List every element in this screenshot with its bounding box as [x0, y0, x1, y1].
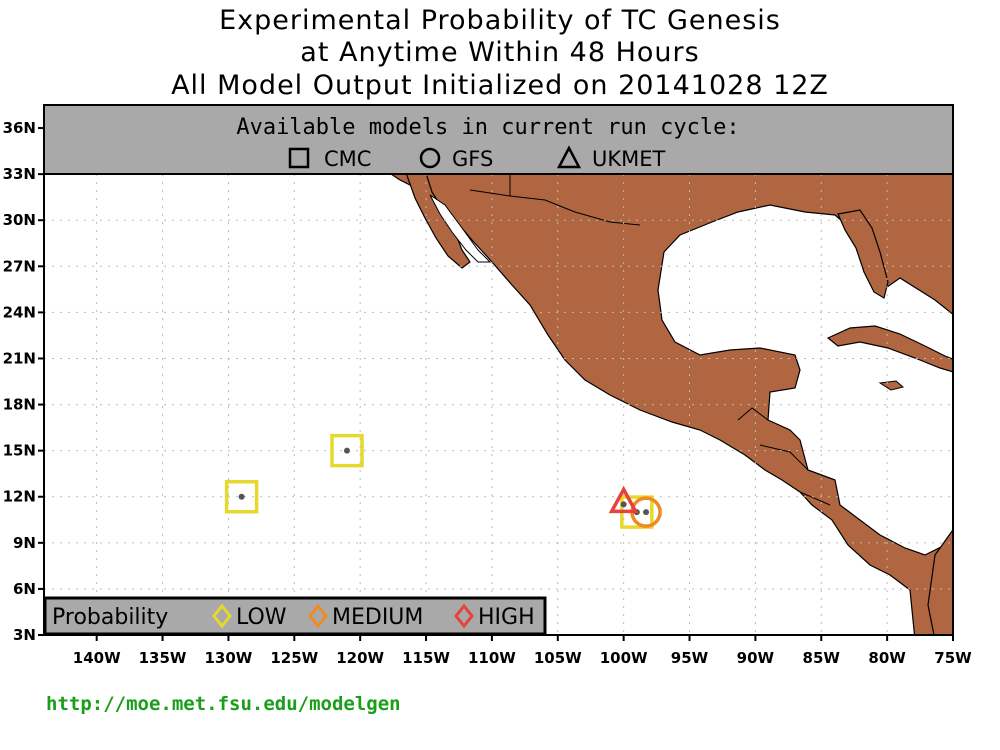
- land-north-america: [383, 169, 953, 635]
- models-box-background: [43, 104, 954, 175]
- diamond-low-icon: [212, 603, 232, 629]
- y-tick-label: 15N: [3, 442, 36, 460]
- square-icon: [288, 147, 310, 169]
- models-box-heading: Available models in current run cycle:: [236, 115, 739, 140]
- circle-icon: [419, 147, 441, 169]
- y-tick-label: 24N: [3, 303, 36, 321]
- center-dot: [238, 493, 245, 500]
- x-tick-label: 135W: [139, 649, 187, 667]
- marker-cmc-low: [330, 433, 364, 468]
- land-jamaica: [878, 380, 905, 391]
- y-tick-label: 12N: [3, 488, 36, 506]
- land-cuba: [826, 325, 953, 373]
- legend-label-medium: MEDIUM: [332, 605, 423, 630]
- x-tick-label: 125W: [270, 649, 318, 667]
- diamond-high-icon: [454, 603, 474, 629]
- probability-legend: Probability LOW MEDIUM HIGH: [43, 596, 547, 636]
- triangle-marker: [608, 485, 639, 514]
- x-tick-label: 100W: [600, 649, 648, 667]
- y-axis-ticks: 3N 6N 9N 12N 15N 18N 21N 24N 27N 30N 33N 36N: [3, 119, 44, 644]
- y-tick-label: 27N: [3, 257, 36, 275]
- y-tick-label: 21N: [3, 349, 36, 367]
- x-tick-label: 115W: [402, 649, 450, 667]
- y-tick-label: 9N: [13, 534, 36, 552]
- x-tick-label: 75W: [934, 649, 972, 667]
- marker-ukmet-high: [608, 485, 639, 514]
- x-tick-label: 120W: [336, 649, 384, 667]
- triangle-icon: [556, 145, 582, 169]
- x-axis-ticks: 140W 135W 130W 125W 120W 115W 110W 105W 100W 95W 9…: [73, 635, 972, 667]
- gridlines: [44, 173, 953, 635]
- model-label-cmc: CMC: [324, 147, 371, 171]
- legend-label-low: LOW: [236, 605, 287, 630]
- center-dot: [620, 501, 627, 508]
- y-tick-label: 3N: [13, 626, 36, 644]
- center-dot: [344, 447, 350, 454]
- x-tick-label: 85W: [803, 649, 841, 667]
- gulf-of-california: [429, 194, 492, 263]
- x-tick-label: 105W: [534, 649, 582, 667]
- title-line-2: at Anytime Within 48 Hours: [300, 37, 700, 68]
- square-marker: [224, 479, 259, 514]
- x-tick-label: 140W: [73, 649, 121, 667]
- x-tick-label: 95W: [671, 649, 709, 667]
- center-dot: [643, 509, 650, 516]
- marker-cmc-low: [224, 479, 259, 514]
- square-marker: [330, 433, 364, 468]
- x-tick-label: 80W: [868, 649, 906, 667]
- y-tick-label: 18N: [3, 396, 36, 414]
- footer-url-link[interactable]: http://moe.met.fsu.edu/modelgen: [46, 693, 401, 715]
- y-tick-label: 36N: [3, 119, 36, 137]
- legend-heading: Probability: [52, 605, 168, 630]
- land-florida: [837, 209, 889, 299]
- title-line-3: All Model Output Initialized on 20141028…: [171, 70, 829, 101]
- model-label-ukmet: UKMET: [592, 147, 666, 171]
- title-line-1: Experimental Probability of TC Genesis: [219, 5, 781, 36]
- x-tick-label: 90W: [737, 649, 775, 667]
- y-tick-label: 33N: [3, 165, 36, 183]
- model-label-gfs: GFS: [452, 147, 493, 171]
- legend-label-high: HIGH: [478, 605, 535, 630]
- x-tick-label: 130W: [205, 649, 253, 667]
- diamond-medium-icon: [308, 603, 328, 629]
- y-tick-label: 30N: [3, 211, 36, 229]
- y-tick-label: 6N: [13, 580, 36, 598]
- legend-background: [43, 596, 547, 636]
- models-box: Available models in current run cycle: C…: [43, 104, 954, 175]
- land-south-america: [927, 528, 953, 635]
- country-borders: [469, 170, 831, 506]
- x-tick-label: 110W: [468, 649, 516, 667]
- land-baja-california: [404, 169, 471, 269]
- land-layer: [383, 169, 953, 635]
- genesis-markers: [224, 433, 662, 529]
